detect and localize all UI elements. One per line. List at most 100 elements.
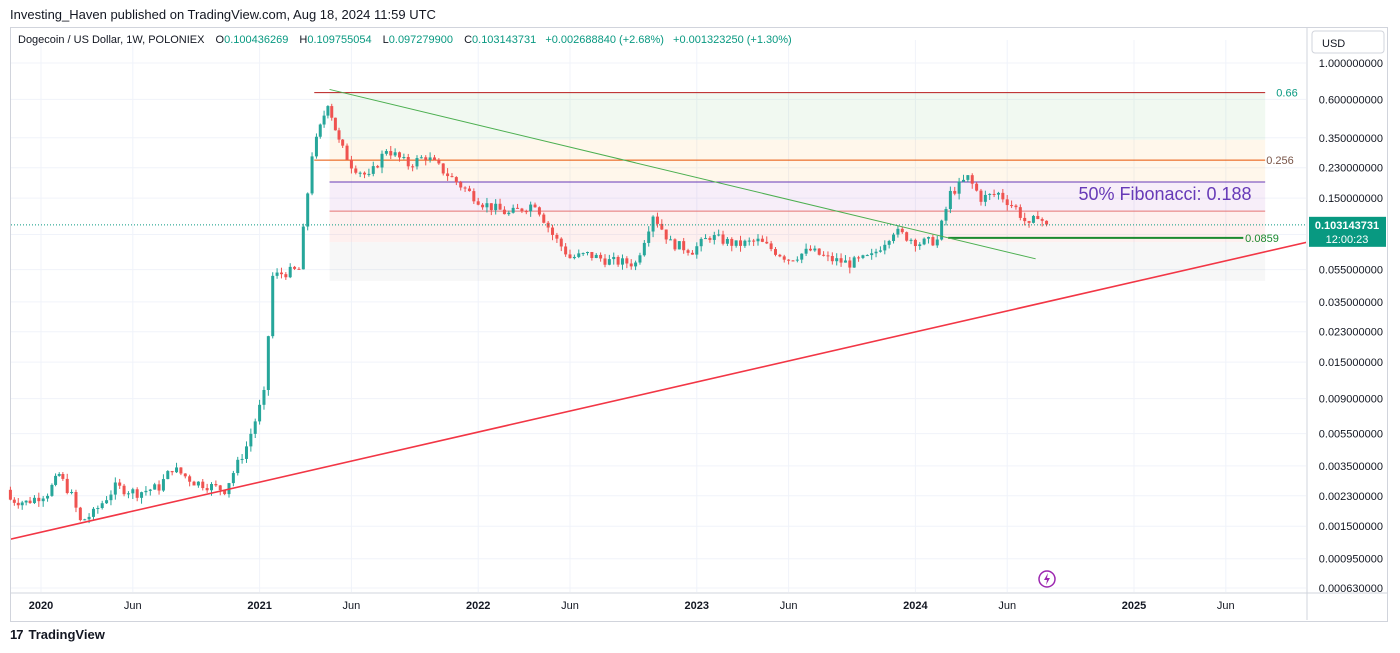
candle-body: [1027, 221, 1031, 223]
candle-body: [948, 190, 952, 210]
candle-body: [1031, 215, 1035, 223]
open-label: O: [215, 34, 225, 46]
candle-body: [406, 157, 410, 167]
low-value: 0.097279900: [388, 34, 453, 46]
candle-body: [161, 479, 165, 491]
candle-body: [961, 179, 965, 182]
candle-body: [804, 248, 808, 254]
price-tick-label: 0.035000000: [1319, 297, 1383, 309]
candle-body: [979, 190, 983, 202]
candle-body: [533, 204, 537, 208]
candle-body: [126, 493, 130, 495]
candle-body: [476, 201, 480, 205]
candle-body: [655, 216, 659, 224]
currency-box[interactable]: [1311, 30, 1385, 54]
time-tick-label: Jun: [343, 600, 361, 612]
candle-body: [301, 226, 305, 270]
candle-body: [384, 151, 388, 154]
price-tick-label: 1.000000000: [1319, 58, 1383, 70]
candle-body: [192, 481, 196, 486]
lightning-icon[interactable]: [1038, 570, 1056, 588]
candle-body: [791, 260, 795, 262]
lightning-bolt-icon: [1044, 573, 1050, 585]
candle-body: [699, 238, 703, 247]
candle-body: [638, 255, 642, 263]
candle-body: [516, 207, 520, 209]
candle-body: [975, 183, 979, 191]
candle-body: [314, 136, 318, 157]
candle-body: [50, 484, 54, 496]
candle-body: [756, 238, 760, 242]
candle-body: [415, 158, 419, 167]
candle-body: [24, 500, 28, 503]
candle-body: [682, 241, 686, 251]
candle-body: [113, 482, 117, 495]
candle-body: [795, 259, 799, 261]
candle-body: [279, 272, 283, 275]
green-zone: [329, 92, 1266, 140]
price-tick-label: 0.000630000: [1319, 583, 1383, 595]
candle-body: [769, 243, 773, 250]
candle-body: [612, 256, 616, 260]
candle-body: [349, 159, 353, 169]
candle-body: [8, 489, 12, 500]
candle-body: [140, 492, 144, 498]
candle-body: [695, 246, 699, 255]
candle-body: [813, 248, 817, 251]
candle-body: [922, 238, 926, 245]
candle-body: [333, 117, 337, 131]
candle-body: [96, 508, 100, 510]
candle-body: [953, 190, 957, 194]
candle-body: [380, 153, 384, 168]
tradingview-logo-icon: 17: [10, 627, 24, 642]
candle-body: [87, 516, 91, 520]
candle-body: [1005, 199, 1009, 206]
candle-body: [170, 471, 174, 473]
candle-body: [65, 478, 69, 493]
candle-body: [253, 421, 257, 434]
candle-body: [892, 234, 896, 242]
candle-body: [747, 240, 751, 242]
candle-body: [78, 507, 82, 521]
downtrend-line[interactable]: [329, 88, 1036, 260]
candle-body: [326, 106, 330, 116]
last-price-tag[interactable]: [1309, 216, 1386, 247]
candle-body: [944, 209, 948, 221]
time-tick-label: Jun: [124, 600, 142, 612]
orange-zone: [329, 139, 1266, 183]
candle-body: [520, 208, 524, 212]
candle-body: [1018, 207, 1022, 218]
symbol-name[interactable]: Dogecoin / US Dollar, 1W, POLONIEX: [18, 34, 205, 46]
candle-body: [992, 193, 996, 195]
candle-body: [1023, 217, 1027, 222]
candle-body: [91, 508, 95, 517]
candle-body: [852, 257, 856, 268]
candle-body: [297, 268, 301, 270]
time-tick-label: 2024: [903, 600, 928, 612]
candle-body: [559, 238, 563, 247]
candle-body: [620, 258, 624, 265]
price-tick-label: 0.055000000: [1319, 265, 1383, 277]
candle-body: [218, 485, 222, 491]
candle-body: [708, 238, 712, 240]
candle-body: [839, 258, 843, 263]
candle-body: [318, 124, 322, 137]
candle-body: [428, 157, 432, 160]
candle-body: [909, 239, 913, 241]
candle-body: [46, 495, 50, 499]
candle-body: [83, 519, 87, 521]
fib-annotation: 50% Fibonacci: 0.188: [1078, 184, 1251, 204]
candle-body: [957, 181, 961, 194]
tradingview-brand[interactable]: 17 TradingView: [10, 627, 105, 642]
candle-body: [865, 255, 869, 257]
candle-body: [887, 241, 891, 245]
candle-body: [153, 484, 157, 490]
candle-body: [970, 175, 974, 184]
candle-body: [441, 163, 445, 174]
currency-label: USD: [1322, 38, 1345, 50]
time-tick-label: Jun: [561, 600, 579, 612]
candle-body: [629, 263, 633, 267]
candle-body: [57, 474, 61, 476]
long-term-support-line[interactable]: [10, 240, 1315, 540]
